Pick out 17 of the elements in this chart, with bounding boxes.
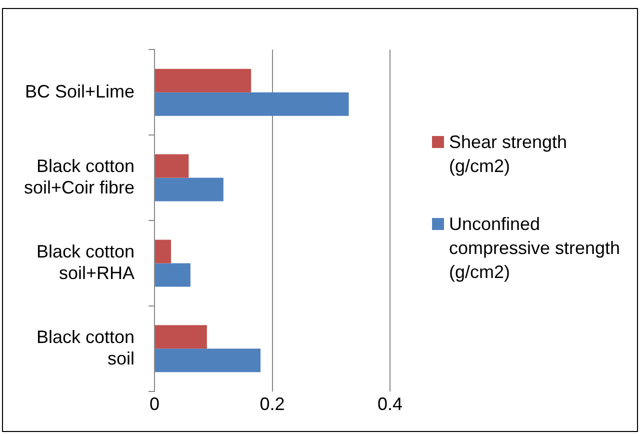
bar <box>155 154 189 178</box>
y-tick-label: Black cotton soil+RHA <box>36 241 135 283</box>
x-tick-label: 0.2 <box>260 394 285 414</box>
x-tick-label: 0 <box>150 394 160 414</box>
x-tick-label: 0.4 <box>377 394 403 414</box>
y-tick-label: Black cotton soil+Coir fibre <box>24 156 135 198</box>
y-tick-label: Black cotton soil <box>36 326 135 368</box>
bar <box>155 240 172 264</box>
bar <box>155 348 260 372</box>
y-tick-label: BC Soil+Lime <box>24 81 135 102</box>
bar <box>155 92 349 116</box>
bar <box>155 178 224 202</box>
bar <box>155 68 252 92</box>
bar <box>155 325 207 349</box>
bar <box>155 263 190 287</box>
legend-label: Shear strength (g/cm2) <box>449 131 568 178</box>
legend-label: Unconfined compressive strength (g/cm2) <box>449 213 622 284</box>
